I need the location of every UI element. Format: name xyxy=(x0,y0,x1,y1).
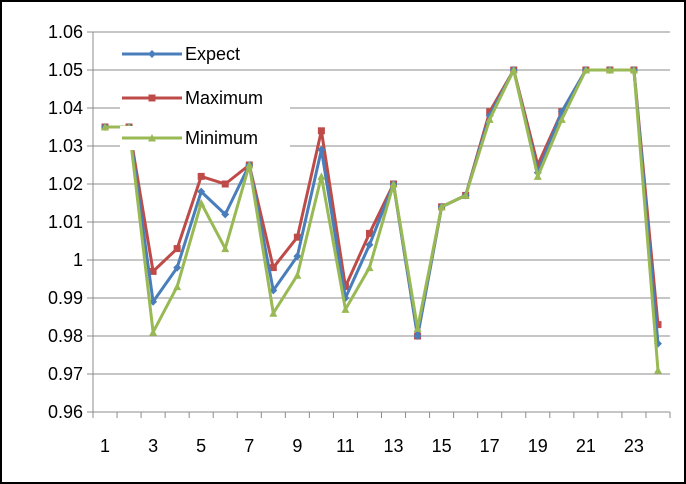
data-point-minimum xyxy=(605,66,614,74)
series-line-minimum xyxy=(105,68,660,371)
data-point-minimum xyxy=(461,191,470,199)
data-point-minimum xyxy=(365,263,374,272)
y-tick-label: 0.98 xyxy=(48,326,83,346)
y-tick-label: 1 xyxy=(73,250,83,270)
data-point-minimum xyxy=(557,115,566,123)
data-point-maximum xyxy=(197,172,205,180)
y-tick-label: 1.06 xyxy=(48,22,83,42)
data-point-minimum xyxy=(173,282,182,291)
y-tick-label: 1.02 xyxy=(48,174,83,194)
legend-marker-minimum xyxy=(148,134,156,142)
data-point-minimum xyxy=(509,66,518,74)
legend-label-maximum: Maximum xyxy=(185,88,263,108)
legend-entry-expect: Expect xyxy=(120,42,290,66)
axes xyxy=(87,31,671,418)
legend-marker-maximum xyxy=(148,94,156,102)
data-point-minimum xyxy=(149,328,158,336)
data-point-maximum xyxy=(534,161,542,169)
y-tick-label: 0.97 xyxy=(48,364,83,384)
legend-entry-minimum: Minimum xyxy=(120,126,290,150)
data-point-minimum xyxy=(269,309,278,317)
x-tick-labels: 1 3 5 7 9 11 13 15 17 19 21 23 xyxy=(100,436,644,456)
x-tick-label: 19 xyxy=(528,436,548,456)
data-point-minimum xyxy=(653,366,662,374)
data-point-expect xyxy=(365,240,374,249)
series-line-expect xyxy=(105,68,660,344)
data-point-minimum xyxy=(437,202,446,211)
data-point-expect xyxy=(317,145,326,154)
legend-label-minimum: Minimum xyxy=(185,128,258,148)
data-point-minimum xyxy=(389,180,398,188)
data-point-minimum xyxy=(629,66,638,74)
data-point-minimum xyxy=(197,199,206,207)
data-point-maximum xyxy=(149,267,157,275)
data-point-expect xyxy=(413,332,422,340)
y-tick-label: 1.03 xyxy=(48,136,83,156)
legend-entry-maximum: Maximum xyxy=(120,86,290,110)
legend-marker-expect xyxy=(148,50,156,58)
data-point-minimum xyxy=(581,66,590,74)
data-point-expect xyxy=(293,252,302,261)
data-point-minimum xyxy=(341,305,350,313)
data-point-maximum xyxy=(317,127,325,135)
x-tick-label: 3 xyxy=(148,436,158,456)
data-point-minimum xyxy=(221,244,230,253)
y-tick-label: 0.96 xyxy=(48,402,83,422)
x-tick-label: 11 xyxy=(336,436,355,456)
data-point-expect xyxy=(221,210,230,219)
x-tick-label: 9 xyxy=(292,436,302,456)
y-tick-label: 0.99 xyxy=(48,288,83,308)
data-point-maximum xyxy=(221,180,229,188)
x-tick-label: 5 xyxy=(196,436,206,456)
data-point-expect xyxy=(173,263,182,272)
x-tick-label: 13 xyxy=(384,436,404,456)
y-tick-label: 1.04 xyxy=(48,98,83,118)
x-tick-label: 1 xyxy=(100,436,110,456)
data-point-minimum xyxy=(485,115,494,123)
x-tick-label: 15 xyxy=(432,436,452,456)
data-point-minimum xyxy=(413,324,422,332)
x-tick-label: 23 xyxy=(624,436,644,456)
series-minimum xyxy=(101,66,662,374)
gridlines xyxy=(93,31,670,375)
series-group xyxy=(101,66,662,374)
data-point-maximum xyxy=(173,245,181,253)
data-point-maximum xyxy=(654,321,662,329)
data-point-maximum xyxy=(269,264,277,272)
data-point-minimum xyxy=(245,161,254,169)
data-point-maximum xyxy=(341,283,349,291)
y-tick-label: 1.01 xyxy=(48,212,83,232)
data-point-minimum xyxy=(317,172,326,180)
x-tick-label: 21 xyxy=(576,436,596,456)
data-point-minimum xyxy=(293,271,302,279)
legend-label-expect: Expect xyxy=(185,44,240,64)
y-tick-label: 1.05 xyxy=(48,60,83,80)
data-point-minimum xyxy=(533,172,542,180)
legend: Expect Maximum Minimum xyxy=(120,42,290,150)
data-point-minimum xyxy=(101,123,110,131)
x-tick-label: 17 xyxy=(480,436,500,456)
y-tick-labels: 0.96 0.97 0.98 0.99 1 1.01 1.02 1.03 1.04 1.05 1.0… xyxy=(48,22,83,422)
data-point-maximum xyxy=(293,233,301,241)
x-tick-label: 7 xyxy=(244,436,254,456)
data-point-maximum xyxy=(365,229,373,237)
data-point-expect xyxy=(197,187,206,196)
